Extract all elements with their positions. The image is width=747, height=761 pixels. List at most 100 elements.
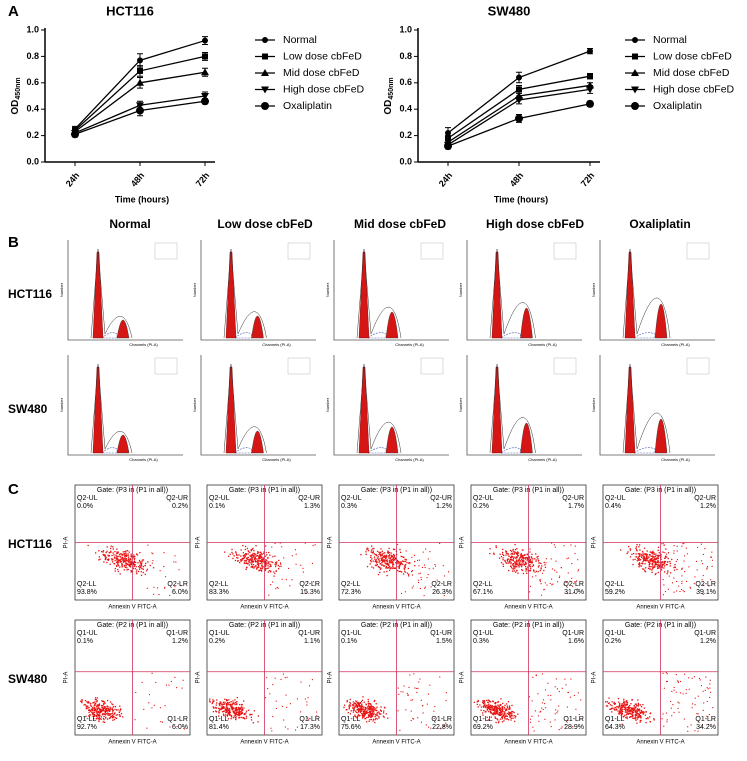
event-dot [265, 563, 267, 565]
event-dot [242, 544, 244, 547]
event-dot [420, 576, 422, 579]
event-dot [488, 703, 490, 705]
event-dot [657, 554, 659, 557]
event-dot [653, 552, 655, 554]
event-dot [447, 571, 450, 573]
event-dot [240, 710, 242, 713]
event-dot [521, 556, 524, 559]
event-dot [114, 705, 116, 708]
event-dot [253, 567, 255, 569]
event-dot [222, 713, 225, 715]
event-dot [151, 672, 153, 674]
event-dot [109, 707, 111, 710]
event-dot [512, 563, 514, 566]
event-dot [381, 559, 383, 561]
event-dot [516, 547, 518, 550]
event-dot [432, 567, 434, 569]
event-dot [123, 569, 125, 571]
event-dot [226, 710, 228, 713]
event-dot [397, 543, 399, 546]
event-dot [84, 699, 87, 702]
event-dot [240, 716, 242, 719]
data-point [137, 57, 143, 64]
event-dot [224, 701, 226, 704]
event-dot [664, 552, 666, 554]
quadrant-percentage: 34.2% [696, 724, 716, 731]
quadrant-percentage: 1.7% [568, 503, 584, 510]
event-dot [641, 554, 644, 557]
event-dot [513, 561, 516, 563]
histogram-y-label: Number [325, 282, 330, 297]
event-dot [373, 700, 375, 702]
event-dot [117, 568, 119, 571]
event-dot [240, 560, 242, 562]
event-dot [114, 550, 116, 553]
event-dot [259, 569, 261, 572]
event-dot [516, 570, 518, 572]
event-dot [275, 700, 277, 702]
event-dot [513, 551, 515, 553]
event-dot [98, 703, 100, 706]
event-dot [521, 561, 523, 563]
event-dot [146, 568, 149, 570]
event-dot [395, 561, 397, 564]
event-dot [90, 705, 92, 707]
event-dot [211, 702, 213, 705]
event-dot [612, 707, 614, 709]
event-dot [92, 702, 94, 704]
event-dot [97, 706, 99, 708]
event-dot [567, 572, 569, 574]
event-dot [526, 557, 529, 560]
event-dot [420, 721, 422, 723]
gate-text: Gate: (P2 in (P1 in all)) [361, 622, 432, 629]
event-dot [652, 551, 654, 553]
event-dot [224, 708, 226, 710]
legend-label: Mid dose cbFeD [653, 67, 730, 79]
event-dot [87, 544, 89, 547]
event-dot [111, 554, 113, 557]
quadrant-name: Q2-LL [605, 581, 625, 588]
event-dot [623, 698, 625, 700]
event-dot [236, 556, 238, 559]
event-dot [661, 543, 663, 545]
event-dot [417, 581, 420, 583]
event-dot [690, 587, 692, 589]
event-dot [134, 568, 136, 570]
s-phase-area [101, 332, 118, 339]
event-dot [367, 698, 369, 701]
event-dot [132, 563, 134, 565]
event-dot [360, 706, 363, 708]
event-dot [529, 718, 532, 720]
event-dot [174, 586, 176, 588]
event-dot [372, 705, 374, 708]
event-dot [532, 569, 535, 571]
event-dot [373, 710, 375, 712]
histogram-x-label: Channels (PI-A) [661, 342, 690, 347]
event-dot [511, 556, 513, 558]
event-dot [134, 719, 136, 721]
event-dot [359, 711, 361, 714]
event-dot [611, 704, 613, 707]
event-dot [404, 563, 407, 566]
event-dot [394, 557, 397, 559]
event-dot [237, 560, 239, 562]
event-dot [666, 553, 668, 555]
event-dot [492, 709, 494, 712]
event-dot [389, 567, 392, 570]
event-dot [237, 711, 240, 713]
event-dot [147, 544, 149, 546]
event-dot [619, 711, 621, 713]
event-dot [675, 691, 677, 693]
event-dot [120, 558, 122, 560]
event-dot [87, 705, 89, 707]
event-dot [94, 697, 97, 699]
event-dot [623, 702, 625, 704]
event-dot [608, 697, 610, 699]
event-dot [577, 692, 579, 694]
event-dot [494, 717, 497, 719]
event-dot [93, 717, 95, 720]
event-dot [121, 554, 123, 556]
event-dot [110, 550, 112, 552]
event-dot [118, 553, 121, 556]
event-dot [121, 556, 123, 559]
